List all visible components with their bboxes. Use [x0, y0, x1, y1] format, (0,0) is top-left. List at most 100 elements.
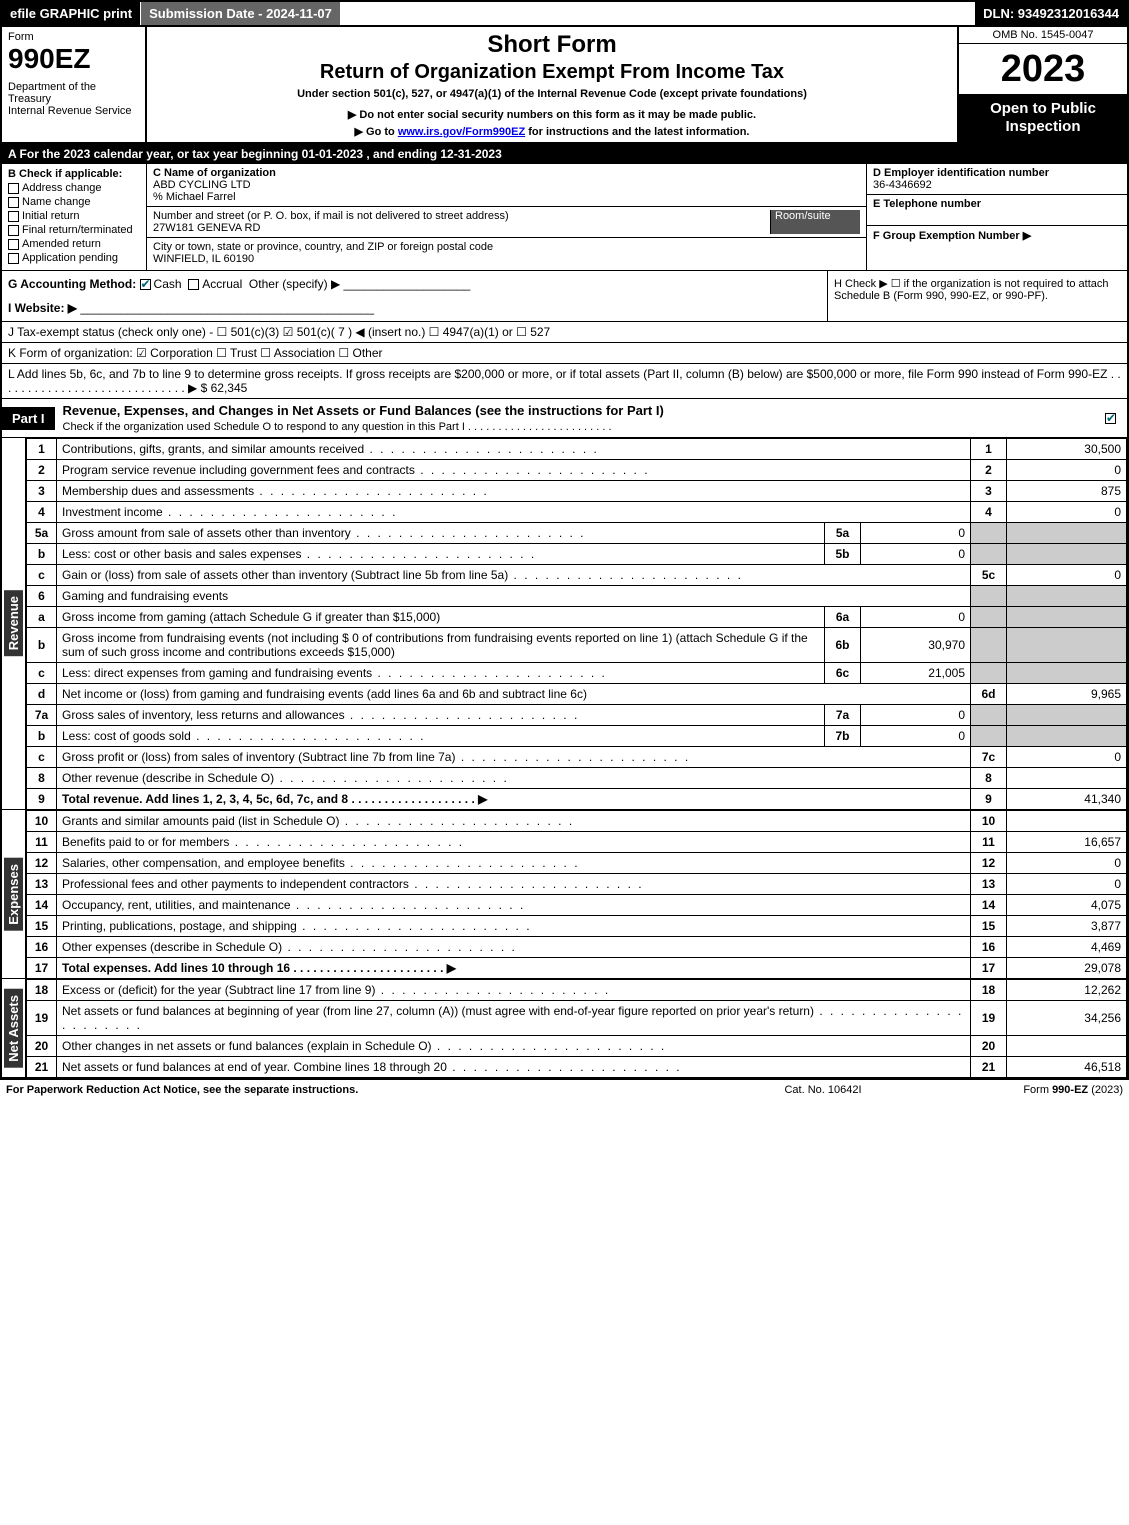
- l15-desc: Printing, publications, postage, and shi…: [57, 916, 971, 937]
- l21-rv: 46,518: [1007, 1057, 1127, 1078]
- l3-num: 3: [27, 481, 57, 502]
- l7b-sv: 0: [861, 726, 971, 747]
- org-name: ABD CYCLING LTD: [153, 179, 251, 191]
- cb-initial-return-label: Initial return: [22, 210, 79, 222]
- line-15: 15Printing, publications, postage, and s…: [27, 916, 1127, 937]
- cb-final-return[interactable]: Final return/terminated: [8, 224, 140, 236]
- l11-num: 11: [27, 832, 57, 853]
- l5c-desc: Gain or (loss) from sale of assets other…: [57, 565, 971, 586]
- netassets-block: Net Assets 18Excess or (deficit) for the…: [2, 979, 1127, 1078]
- l5b-sn: 5b: [825, 544, 861, 565]
- irs-link[interactable]: www.irs.gov/Form990EZ: [398, 126, 525, 138]
- line-19: 19Net assets or fund balances at beginni…: [27, 1001, 1127, 1036]
- f-label: F Group Exemption Number ▶: [873, 230, 1031, 242]
- section-def: D Employer identification number 36-4346…: [867, 164, 1127, 270]
- l15-num: 15: [27, 916, 57, 937]
- l16-num: 16: [27, 937, 57, 958]
- cb-address-change[interactable]: Address change: [8, 182, 140, 194]
- l18-rv: 12,262: [1007, 980, 1127, 1001]
- cb-name-change[interactable]: Name change: [8, 196, 140, 208]
- l8-desc: Other revenue (describe in Schedule O): [57, 768, 971, 789]
- l8-num: 8: [27, 768, 57, 789]
- l6b-num: b: [27, 628, 57, 663]
- l5a-num: 5a: [27, 523, 57, 544]
- note2-pre: ▶ Go to: [355, 126, 398, 138]
- l6-rv-grey: [1007, 586, 1127, 607]
- e-label: E Telephone number: [873, 198, 981, 210]
- page-footer: For Paperwork Reduction Act Notice, see …: [0, 1080, 1129, 1100]
- l21-num: 21: [27, 1057, 57, 1078]
- l5a-rn-grey: [971, 523, 1007, 544]
- line-6c: cLess: direct expenses from gaming and f…: [27, 663, 1127, 684]
- section-b: B Check if applicable: Address change Na…: [2, 164, 147, 270]
- l20-rn: 20: [971, 1036, 1007, 1057]
- l6a-sn: 6a: [825, 607, 861, 628]
- l19-num: 19: [27, 1001, 57, 1036]
- l5b-rn-grey: [971, 544, 1007, 565]
- form-label: Form: [8, 31, 139, 43]
- l9-rn: 9: [971, 789, 1007, 810]
- cb-cash[interactable]: [140, 279, 151, 290]
- l12-desc: Salaries, other compensation, and employ…: [57, 853, 971, 874]
- l1-num: 1: [27, 439, 57, 460]
- l13-desc: Professional fees and other payments to …: [57, 874, 971, 895]
- l14-num: 14: [27, 895, 57, 916]
- line-5b: bLess: cost or other basis and sales exp…: [27, 544, 1127, 565]
- cb-application-pending[interactable]: Application pending: [8, 252, 140, 264]
- part-i-title: Revenue, Expenses, and Changes in Net As…: [55, 399, 1097, 437]
- l6-num: 6: [27, 586, 57, 607]
- line-17: 17Total expenses. Add lines 10 through 1…: [27, 958, 1127, 979]
- l8-rv: [1007, 768, 1127, 789]
- note-ssn: ▶ Do not enter social security numbers o…: [151, 108, 953, 121]
- l3-rv: 875: [1007, 481, 1127, 502]
- l13-rn: 13: [971, 874, 1007, 895]
- room-suite-label: Room/suite: [770, 210, 860, 234]
- l13-rv: 0: [1007, 874, 1127, 895]
- section-l: L Add lines 5b, 6c, and 7b to line 9 to …: [2, 364, 1127, 399]
- l7a-desc: Gross sales of inventory, less returns a…: [57, 705, 825, 726]
- efile-print-button[interactable]: efile GRAPHIC print: [2, 2, 140, 25]
- l6c-desc: Less: direct expenses from gaming and fu…: [57, 663, 825, 684]
- line-1: 1Contributions, gifts, grants, and simil…: [27, 439, 1127, 460]
- l14-rn: 14: [971, 895, 1007, 916]
- section-k: K Form of organization: ☑ Corporation ☐ …: [2, 343, 1127, 364]
- l6b-rv-grey: [1007, 628, 1127, 663]
- netassets-table: 18Excess or (deficit) for the year (Subt…: [26, 979, 1127, 1078]
- l6d-desc: Net income or (loss) from gaming and fun…: [57, 684, 971, 705]
- line-21: 21Net assets or fund balances at end of …: [27, 1057, 1127, 1078]
- l4-rv: 0: [1007, 502, 1127, 523]
- l10-rn: 10: [971, 811, 1007, 832]
- cb-accrual[interactable]: [188, 279, 199, 290]
- l6d-rn: 6d: [971, 684, 1007, 705]
- line-12: 12Salaries, other compensation, and empl…: [27, 853, 1127, 874]
- c-name-block: C Name of organization ABD CYCLING LTD %…: [147, 164, 866, 207]
- l5c-rv: 0: [1007, 565, 1127, 586]
- other-label: Other (specify) ▶: [249, 277, 340, 291]
- revenue-table: 1Contributions, gifts, grants, and simil…: [26, 438, 1127, 810]
- title-return: Return of Organization Exempt From Incom…: [151, 61, 953, 84]
- revenue-side-label: Revenue: [2, 438, 26, 810]
- cb-amended-return-label: Amended return: [22, 238, 101, 250]
- l7b-sn: 7b: [825, 726, 861, 747]
- l1-desc: Contributions, gifts, grants, and simila…: [57, 439, 971, 460]
- l4-num: 4: [27, 502, 57, 523]
- l10-num: 10: [27, 811, 57, 832]
- l17-rv: 29,078: [1007, 958, 1127, 979]
- section-e: E Telephone number: [867, 195, 1127, 226]
- part-i-header: Part I Revenue, Expenses, and Changes in…: [2, 399, 1127, 438]
- cb-amended-return[interactable]: Amended return: [8, 238, 140, 250]
- l7c-num: c: [27, 747, 57, 768]
- expenses-block: Expenses 10Grants and similar amounts pa…: [2, 810, 1127, 979]
- tax-year: 2023: [959, 44, 1127, 94]
- header-right: OMB No. 1545-0047 2023 Open to Public In…: [957, 27, 1127, 142]
- l12-rv: 0: [1007, 853, 1127, 874]
- l6c-sn: 6c: [825, 663, 861, 684]
- header-middle: Short Form Return of Organization Exempt…: [147, 27, 957, 142]
- l9-desc: Total revenue. Add lines 1, 2, 3, 4, 5c,…: [57, 789, 971, 810]
- part-i-checkbox[interactable]: [1097, 407, 1127, 429]
- cb-name-change-label: Name change: [22, 196, 91, 208]
- l17-num: 17: [27, 958, 57, 979]
- cb-initial-return[interactable]: Initial return: [8, 210, 140, 222]
- l7b-rn-grey: [971, 726, 1007, 747]
- l5b-sv: 0: [861, 544, 971, 565]
